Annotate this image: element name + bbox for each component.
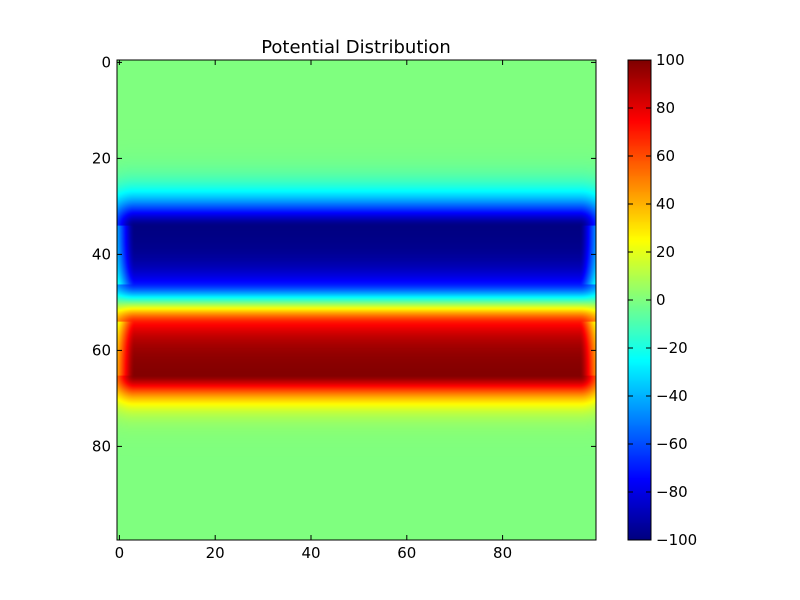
colorbar-tick-label: 80	[656, 99, 675, 117]
y-axis: 0 20 40 60 80	[92, 53, 596, 455]
x-tick-label: 20	[206, 544, 225, 562]
heatmap-image	[117, 60, 596, 540]
colorbar-gradient	[628, 60, 651, 540]
colorbar-tick-label: 0	[656, 291, 666, 309]
heatmap-area	[117, 60, 596, 540]
colorbar-tick-label: 40	[656, 195, 675, 213]
colorbar-tick-label: −60	[656, 435, 688, 453]
y-tick-label: 40	[92, 245, 111, 263]
x-tick-label: 40	[301, 544, 320, 562]
plot-frame	[116, 59, 597, 541]
x-tick-label: 80	[493, 544, 512, 562]
colorbar-tick-label: 20	[656, 243, 675, 261]
x-tick-label: 60	[397, 544, 416, 562]
y-tick-label: 80	[92, 437, 111, 455]
x-axis: 0 20 40 60 80	[115, 60, 512, 562]
colorbar-tick-label: −100	[656, 531, 697, 549]
chart-title: Potential Distribution	[261, 37, 451, 58]
colorbar: 100 80 60 40 20 0 −20 −40 −60 −80 −100	[627, 51, 697, 549]
colorbar-ticks: 100 80 60 40 20 0 −20 −40 −60 −80 −100	[628, 51, 697, 549]
x-tick-label: 0	[115, 544, 125, 562]
y-tick-label: 20	[92, 149, 111, 167]
colorbar-tick-label: 60	[656, 147, 675, 165]
colorbar-tick-label: 100	[656, 51, 685, 69]
colorbar-tick-label: −20	[656, 339, 688, 357]
y-tick-label: 0	[101, 53, 111, 71]
colorbar-tick-label: −40	[656, 387, 688, 405]
colorbar-tick-label: −80	[656, 483, 688, 501]
y-tick-label: 60	[92, 341, 111, 359]
